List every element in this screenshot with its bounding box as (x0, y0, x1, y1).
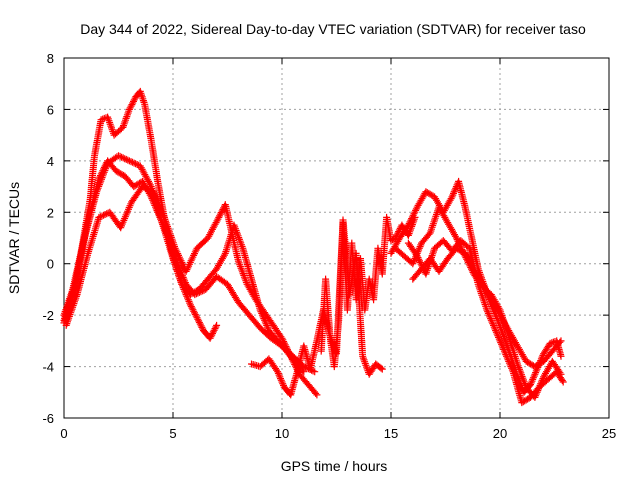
series-track3 (60, 152, 308, 376)
y-axis-label: SDTVAR / TECUs (6, 182, 22, 294)
y-tick-label: 4 (47, 154, 54, 169)
y-tick-label: 6 (47, 102, 54, 117)
x-tick-label: 25 (602, 426, 616, 441)
series-track1 (60, 87, 221, 342)
y-tick-label: -6 (42, 411, 54, 426)
series-markers (62, 183, 321, 399)
x-axis-label: GPS time / hours (281, 458, 388, 474)
y-tick-label: 8 (47, 51, 54, 66)
series-markers (409, 244, 565, 371)
y-tick-label: -2 (42, 308, 54, 323)
x-tick-label: 5 (169, 426, 176, 441)
series-markers (404, 237, 567, 407)
series-track9 (404, 237, 567, 407)
y-tick-label: 2 (47, 205, 54, 220)
data-points (60, 87, 567, 407)
chart-title: Day 344 of 2022, Sidereal Day-to-day VTE… (80, 21, 586, 37)
y-tick-label: 0 (47, 257, 54, 272)
series-markers (317, 213, 419, 371)
x-tick-label: 15 (384, 426, 398, 441)
series-track4 (62, 183, 321, 399)
axis-ticks: 0 5 10 15 20 25 -6 -4 -2 0 2 4 6 8 (42, 51, 616, 441)
series-markers (60, 87, 221, 342)
x-tick-label: 20 (493, 426, 507, 441)
y-tick-label: -4 (42, 360, 54, 375)
plot-frame (63, 57, 610, 419)
series-track10 (409, 244, 565, 371)
series-track6 (317, 213, 419, 371)
x-tick-label: 10 (275, 426, 289, 441)
x-tick-label: 0 (60, 426, 67, 441)
series-markers (60, 152, 308, 376)
